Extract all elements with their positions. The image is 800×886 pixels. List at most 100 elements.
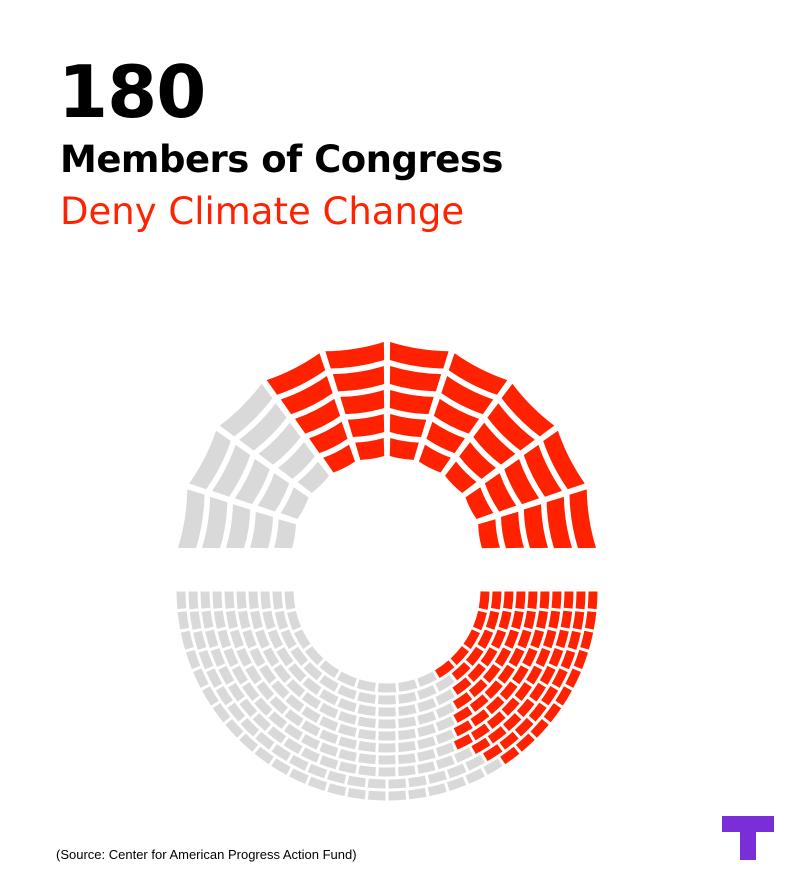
senate-seat-other	[280, 487, 309, 520]
senate-seat-deny	[426, 421, 465, 454]
senate-seat-other	[202, 496, 228, 549]
house-seat-deny	[535, 647, 551, 667]
house-seat-other	[224, 591, 235, 609]
house-seat-other	[254, 746, 274, 765]
senate-seat-other	[258, 422, 301, 465]
house-seat-other	[210, 648, 226, 667]
house-seat-other	[242, 682, 260, 701]
house-seat-other	[215, 686, 233, 706]
house-seat-other	[267, 629, 283, 649]
house-seat-other	[239, 698, 258, 718]
house-seat-other	[417, 671, 437, 687]
house-seat-other	[465, 754, 485, 771]
house-seat-deny	[468, 679, 488, 698]
house-seat-other	[180, 630, 194, 650]
house-seat-other	[357, 716, 376, 728]
house-seat-deny	[499, 731, 519, 750]
house-seat-deny	[584, 611, 597, 630]
house-seat-other	[483, 758, 503, 775]
house-seat-other	[338, 748, 357, 762]
house-seat-deny	[530, 629, 544, 649]
house-seat-other	[250, 610, 263, 630]
house-seat-other	[398, 679, 418, 692]
senate-seat-deny	[465, 487, 494, 520]
house-seat-deny	[452, 677, 472, 696]
house-seat-other	[435, 742, 455, 757]
house-seat-other	[248, 591, 259, 610]
house-seat-other	[176, 591, 187, 610]
house-seat-other	[337, 671, 357, 687]
brand-logo-icon	[722, 816, 774, 860]
house-seat-other	[301, 747, 320, 763]
house-seat-deny	[560, 649, 576, 670]
house-seat-other	[177, 611, 190, 630]
house-seat-other	[446, 763, 467, 779]
house-seat-deny	[501, 697, 520, 716]
house-seat-other	[398, 716, 417, 728]
house-seat-other	[212, 591, 223, 609]
house-seat-other	[227, 702, 246, 722]
house-seat-deny	[483, 744, 503, 762]
house-seat-other	[289, 754, 309, 771]
house-seat-other	[206, 668, 223, 688]
senate-seat-deny	[448, 353, 508, 395]
senate-seat-deny	[280, 376, 333, 415]
house-seat-deny	[567, 630, 581, 650]
house-seat-other	[286, 679, 306, 698]
house-seat-deny	[451, 662, 471, 681]
house-seat-other	[242, 629, 257, 649]
house-seat-other	[435, 689, 455, 706]
house-seat-other	[212, 703, 231, 723]
house-seat-other	[465, 768, 485, 784]
house-seat-deny	[453, 692, 473, 710]
house-seat-other	[287, 610, 302, 631]
house-seat-deny	[580, 630, 594, 650]
house-seat-other	[198, 649, 214, 670]
house-seat-deny	[497, 664, 515, 684]
house-seat-other	[319, 716, 339, 732]
house-seat-other	[254, 697, 273, 716]
house-seat-other	[271, 758, 291, 775]
house-seat-other	[367, 790, 386, 801]
house-seat-deny	[572, 611, 585, 630]
house-seat-deny	[548, 610, 561, 629]
house-seat-other	[230, 629, 244, 649]
house-seat-deny	[543, 703, 562, 723]
house-seat-deny	[469, 694, 489, 713]
house-seat-other	[377, 683, 397, 693]
senate-seat-other	[212, 444, 251, 497]
house-seat-deny	[491, 629, 507, 649]
house-seat-deny	[485, 610, 500, 630]
house-seat-other	[285, 694, 305, 713]
house-seat-deny	[450, 646, 469, 666]
house-seat-other	[186, 649, 201, 670]
house-seat-other	[367, 778, 386, 789]
house-seat-other	[301, 734, 321, 750]
house-seat-other	[337, 711, 357, 725]
house-seat-deny	[539, 665, 556, 685]
house-seat-deny	[434, 660, 455, 678]
house-seat-deny	[560, 610, 573, 629]
senate-seat-other	[250, 511, 273, 549]
house-seat-other	[301, 720, 321, 737]
house-seat-other	[398, 728, 417, 741]
house-seat-other	[193, 668, 209, 688]
senate-seat-other	[226, 504, 251, 549]
house-seat-other	[319, 755, 339, 770]
house-seat-deny	[487, 726, 507, 744]
house-seat-other	[227, 682, 245, 702]
senate-seat-other	[189, 430, 231, 490]
house-seat-deny	[490, 591, 502, 610]
house-seat-other	[435, 675, 455, 692]
senate-seat-deny	[266, 353, 326, 395]
house-seat-other	[446, 776, 467, 791]
house-seat-other	[378, 731, 396, 741]
house-seat-other	[388, 790, 407, 801]
house-seat-other	[189, 611, 202, 630]
senate-seat-other	[219, 383, 273, 437]
house-seat-other	[225, 718, 244, 738]
house-seat-other	[398, 753, 416, 765]
house-seat-other	[427, 783, 447, 797]
house-seat-other	[288, 663, 307, 683]
senate-seat-other	[257, 473, 290, 512]
